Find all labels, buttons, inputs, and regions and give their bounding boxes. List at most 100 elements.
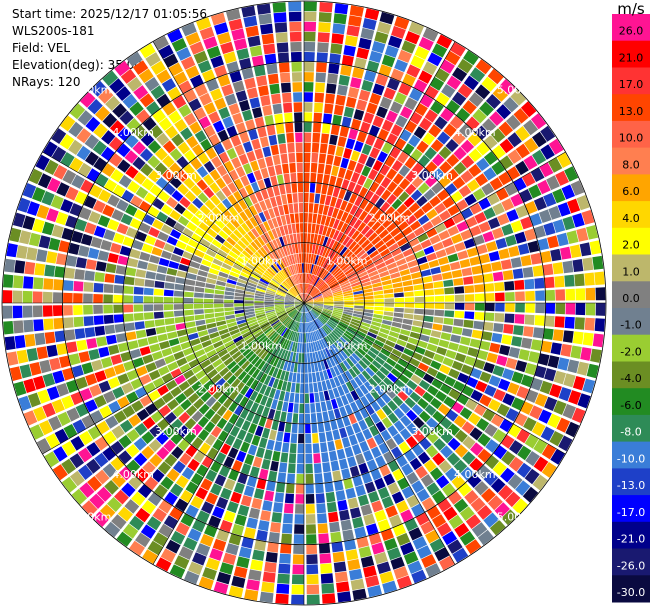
gate-cell xyxy=(145,52,161,67)
gate-cell xyxy=(409,265,420,274)
gate-cell xyxy=(323,293,333,298)
gate-cell xyxy=(348,240,357,251)
gate-cell xyxy=(301,323,303,333)
gate-cell xyxy=(12,212,26,228)
gate-cell xyxy=(163,297,174,303)
gate-cell xyxy=(207,327,218,334)
ring-label: 4.00km xyxy=(454,468,496,481)
gate-cell xyxy=(381,496,394,509)
gate-cell xyxy=(260,510,271,522)
gate-cell xyxy=(343,311,353,316)
gate-cell xyxy=(308,322,312,332)
gate-cell xyxy=(254,393,264,404)
gate-cell xyxy=(313,296,323,300)
gate-cell xyxy=(271,93,282,105)
gate-cell xyxy=(211,373,222,384)
gate-cell xyxy=(333,294,344,298)
gate-cell xyxy=(246,475,258,488)
gate-cell xyxy=(286,361,292,372)
gate-cell xyxy=(585,303,596,316)
gate-cell xyxy=(199,204,211,216)
gate-cell xyxy=(543,328,554,340)
gate-cell xyxy=(301,313,303,323)
gate-cell xyxy=(413,226,425,237)
gate-cell xyxy=(423,459,437,473)
gate-cell xyxy=(336,417,345,429)
gate-cell xyxy=(584,317,595,331)
gate-cell xyxy=(378,442,390,455)
gate-cell xyxy=(475,84,491,100)
gate-cell xyxy=(422,221,434,232)
gate-cell xyxy=(44,264,56,277)
gate-cell xyxy=(60,152,75,168)
gate-cell xyxy=(305,263,308,273)
gate-cell xyxy=(190,184,202,197)
gate-cell xyxy=(185,321,196,328)
gate-cell xyxy=(158,117,173,131)
gate-cell xyxy=(544,276,555,289)
gate-cell xyxy=(313,305,323,309)
gate-cell xyxy=(354,207,364,219)
gate-cell xyxy=(2,290,13,303)
gate-cell xyxy=(324,347,332,358)
gate-cell xyxy=(314,304,324,306)
gate-cell xyxy=(572,331,584,345)
gate-cell xyxy=(191,364,203,374)
gate-cell xyxy=(286,278,293,287)
gate-cell xyxy=(255,290,265,295)
gate-cell xyxy=(458,123,473,138)
gate-cell xyxy=(406,64,421,78)
gate-cell xyxy=(276,42,289,53)
gate-cell xyxy=(256,313,266,319)
gate-cell xyxy=(331,286,341,292)
start-time-label: Start time: 2025/12/17 01:05:56 xyxy=(12,7,207,21)
gate-cell xyxy=(256,285,267,291)
gate-cell xyxy=(341,55,354,67)
gate-cell xyxy=(323,305,334,308)
gate-cell xyxy=(288,330,294,340)
gate-cell xyxy=(139,251,151,262)
gate-cell xyxy=(243,485,255,497)
gate-cell xyxy=(393,287,404,293)
gate-cell xyxy=(183,369,195,380)
gate-cell xyxy=(463,238,476,249)
gate-cell xyxy=(98,88,114,104)
gate-cell xyxy=(366,102,378,115)
gate-cell xyxy=(211,239,222,249)
gate-cell xyxy=(311,321,316,331)
gate-cell xyxy=(144,77,160,92)
gate-cell xyxy=(443,506,458,521)
gate-cell xyxy=(329,228,336,239)
gate-cell xyxy=(298,192,304,203)
gate-cell xyxy=(299,223,304,233)
gate-cell xyxy=(268,283,278,290)
gate-cell xyxy=(382,319,392,326)
gate-cell xyxy=(327,346,334,356)
gate-cell xyxy=(562,260,574,274)
gate-cell xyxy=(244,399,254,411)
gate-cell xyxy=(296,253,300,264)
gate-cell xyxy=(225,434,236,446)
gate-cell xyxy=(358,419,368,431)
gate-cell xyxy=(324,482,334,493)
gate-cell xyxy=(317,422,325,433)
gate-cell xyxy=(299,213,304,223)
gate-cell xyxy=(142,461,156,475)
gate-cell xyxy=(194,83,208,97)
gate-cell xyxy=(168,260,180,270)
gate-cell xyxy=(203,36,218,50)
gate-cell xyxy=(326,83,337,94)
gate-cell xyxy=(459,258,471,268)
gate-cell xyxy=(225,287,235,292)
gate-cell xyxy=(197,354,209,364)
colorbar-tick-label: 8.0 xyxy=(622,158,640,171)
gate-cell xyxy=(210,460,222,473)
gate-cell xyxy=(275,593,289,604)
gate-cell xyxy=(223,421,234,434)
gate-cell xyxy=(495,187,509,201)
gate-cell xyxy=(194,286,205,293)
gate-cell xyxy=(439,161,452,174)
gate-cell xyxy=(215,190,227,202)
gate-cell xyxy=(414,103,428,117)
gate-cell xyxy=(46,344,58,358)
